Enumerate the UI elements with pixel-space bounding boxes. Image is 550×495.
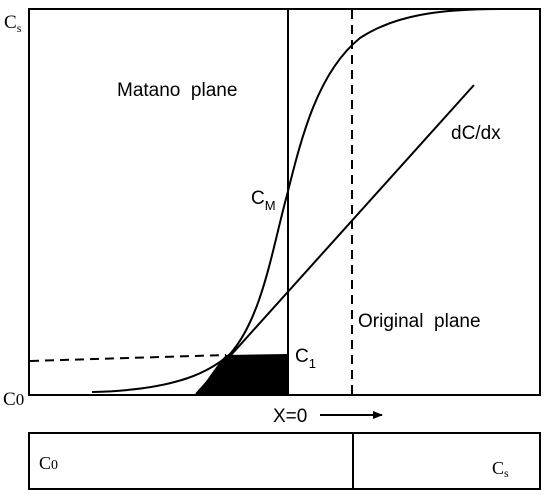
- shaded-area: [196, 354, 288, 394]
- bar-right-label: Cs: [492, 458, 509, 480]
- plot-frame: [28, 8, 541, 396]
- matano-plane-label: Matano plane: [117, 80, 237, 101]
- bar-left-label: C0: [39, 453, 58, 473]
- c1-label: C1: [295, 346, 316, 371]
- x-zero-label: X=0: [273, 406, 307, 427]
- y-bottom-label: C0: [3, 389, 24, 410]
- couple-bar: [28, 432, 541, 490]
- cm-label: CM: [251, 188, 276, 213]
- slope-label: dC/dx: [451, 123, 501, 144]
- y-top-label: Cs: [4, 12, 22, 35]
- concentration-curve: [91, 8, 501, 393]
- original-plane-label: Original plane: [358, 311, 481, 332]
- c1-dashed-line: [29, 354, 227, 362]
- tangent-line: [195, 84, 475, 395]
